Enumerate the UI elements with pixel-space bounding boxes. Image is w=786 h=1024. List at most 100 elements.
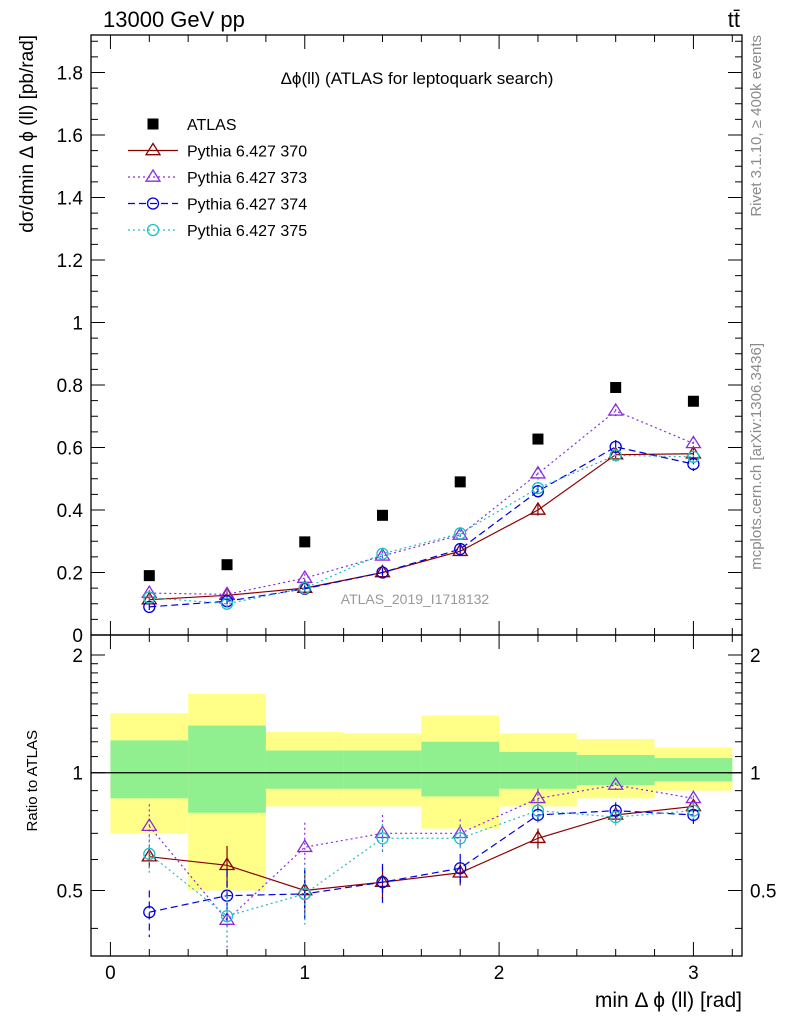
ratio-uncertainty-bands bbox=[91, 693, 742, 891]
series-pythia-6-427-375 bbox=[143, 448, 700, 610]
legend-item: ATLAS bbox=[147, 117, 237, 134]
x-axis-label: min Δ ϕ (ll) [rad] bbox=[595, 989, 742, 1012]
data-point bbox=[218, 911, 236, 925]
legend-marker bbox=[146, 223, 160, 237]
data-point bbox=[374, 564, 391, 578]
data-point bbox=[687, 395, 699, 407]
inner-band-bin bbox=[421, 741, 500, 797]
ratio-frame bbox=[90, 634, 743, 957]
x-tick-label: 3 bbox=[688, 963, 699, 984]
legend-label: Pythia 6.427 375 bbox=[187, 223, 307, 240]
data-point bbox=[218, 857, 236, 871]
data-point bbox=[607, 402, 624, 416]
data-point bbox=[221, 559, 233, 571]
data-point bbox=[376, 832, 389, 845]
ratio-panel: 0 1 2 3 0.5 0.5 1 1 2 2 Ratio to ATLAS min Δ ϕ (l… bbox=[24, 634, 776, 1012]
series-line bbox=[149, 410, 694, 595]
data-point bbox=[685, 435, 702, 449]
data-point bbox=[220, 909, 234, 923]
y-tick-label-right: 2 bbox=[750, 646, 761, 667]
y-tick-label: 1 bbox=[72, 764, 83, 785]
data-point bbox=[454, 476, 466, 488]
data-point bbox=[141, 584, 158, 598]
data-point bbox=[298, 887, 311, 901]
x-tick-label: 0 bbox=[105, 963, 116, 984]
data-point bbox=[374, 825, 391, 839]
legend-item: Pythia 6.427 370 bbox=[128, 142, 307, 161]
data-point bbox=[143, 591, 156, 604]
data-point bbox=[299, 536, 311, 548]
inner-band-bin bbox=[576, 755, 655, 786]
data-point bbox=[143, 906, 156, 919]
data-point bbox=[610, 382, 622, 393]
series-line bbox=[149, 805, 694, 892]
data-point bbox=[531, 804, 545, 817]
data-point bbox=[143, 847, 156, 861]
legend-marker bbox=[146, 197, 160, 210]
y-tick-label: 1 bbox=[72, 314, 83, 335]
inner-band-bin bbox=[110, 740, 189, 799]
inner-band-bin bbox=[188, 725, 266, 813]
x-tick-label: 2 bbox=[494, 963, 505, 984]
y-tick-label: 0.6 bbox=[57, 439, 83, 460]
series-line bbox=[149, 810, 694, 913]
data-point bbox=[376, 547, 389, 560]
series-line bbox=[149, 446, 694, 608]
legend-item: Pythia 6.427 375 bbox=[128, 223, 307, 240]
data-point bbox=[143, 600, 156, 614]
data-point bbox=[531, 481, 545, 495]
data-point bbox=[532, 433, 544, 445]
main-panel: Δϕ(ll) (ATLAS for leptoquark search) ATL… bbox=[17, 34, 743, 647]
legend-label: ATLAS bbox=[187, 117, 237, 134]
data-point bbox=[687, 450, 700, 464]
x-tick-label: 1 bbox=[299, 963, 310, 984]
series-line bbox=[148, 784, 694, 921]
data-point bbox=[607, 776, 624, 790]
y-tick-label: 0 bbox=[72, 626, 83, 647]
main-axes: 0 0.2 0.4 0.6 0.8 1 1.2 1.4 1.6 1.8 bbox=[57, 34, 743, 647]
y-tick-label: 2 bbox=[72, 646, 83, 667]
legend-item: Pythia 6.427 373 bbox=[128, 168, 307, 187]
legend: ATLAS Pythia 6.427 370 Pythia 6.427 373 Pyt… bbox=[128, 117, 307, 240]
legend-item: Pythia 6.427 374 bbox=[128, 197, 307, 214]
ratio-series-group bbox=[141, 776, 702, 956]
y-tick-label: 1.8 bbox=[57, 64, 83, 85]
chart-title: Δϕ(ll) (ATLAS for leptoquark search) bbox=[281, 69, 554, 88]
data-point bbox=[454, 527, 467, 540]
y-tick-label-right: 1 bbox=[750, 764, 761, 785]
inner-band-bin bbox=[654, 758, 733, 782]
mcplots-credit: mcplots.cern.ch [arXiv:1306.3436] bbox=[748, 343, 765, 570]
data-point bbox=[529, 790, 547, 804]
data-point bbox=[296, 839, 313, 853]
y-tick-label: 0.8 bbox=[57, 376, 83, 397]
data-point bbox=[609, 810, 622, 824]
legend-marker bbox=[147, 118, 159, 130]
data-point bbox=[687, 808, 700, 822]
series-pythia-6-427-370 bbox=[141, 445, 702, 605]
data-point bbox=[529, 465, 547, 479]
data-point bbox=[376, 509, 388, 521]
series-atlas bbox=[143, 382, 699, 582]
series-pythia-6-427-373 bbox=[141, 402, 702, 600]
ratio-axes: 0 1 2 3 0.5 0.5 1 1 2 2 bbox=[57, 634, 776, 984]
data-point bbox=[454, 542, 467, 556]
y-tick-label: 1.4 bbox=[57, 189, 84, 210]
y-tick-label: 1.6 bbox=[57, 126, 83, 147]
legend-marker bbox=[144, 168, 162, 182]
legend-label: Pythia 6.427 374 bbox=[187, 197, 307, 214]
y-tick-label: 0.2 bbox=[57, 564, 83, 585]
header-process-label: tt̄ bbox=[728, 7, 740, 32]
legend-label: Pythia 6.427 370 bbox=[187, 144, 307, 161]
data-point bbox=[529, 501, 547, 515]
rivet-credit: Rivet 3.1.10, ≥ 400k events bbox=[748, 35, 765, 217]
data-point bbox=[609, 804, 622, 817]
data-point bbox=[143, 570, 155, 582]
data-point bbox=[376, 566, 389, 579]
series-pythia-6-427-375 bbox=[143, 800, 700, 947]
series-line bbox=[148, 810, 694, 917]
y-tick-label-right: 0.5 bbox=[750, 881, 776, 902]
data-point bbox=[376, 876, 389, 889]
main-y-axis-label: dσ/dmin Δ ϕ (ll) [pb/rad] bbox=[17, 35, 38, 233]
data-point bbox=[374, 547, 391, 561]
